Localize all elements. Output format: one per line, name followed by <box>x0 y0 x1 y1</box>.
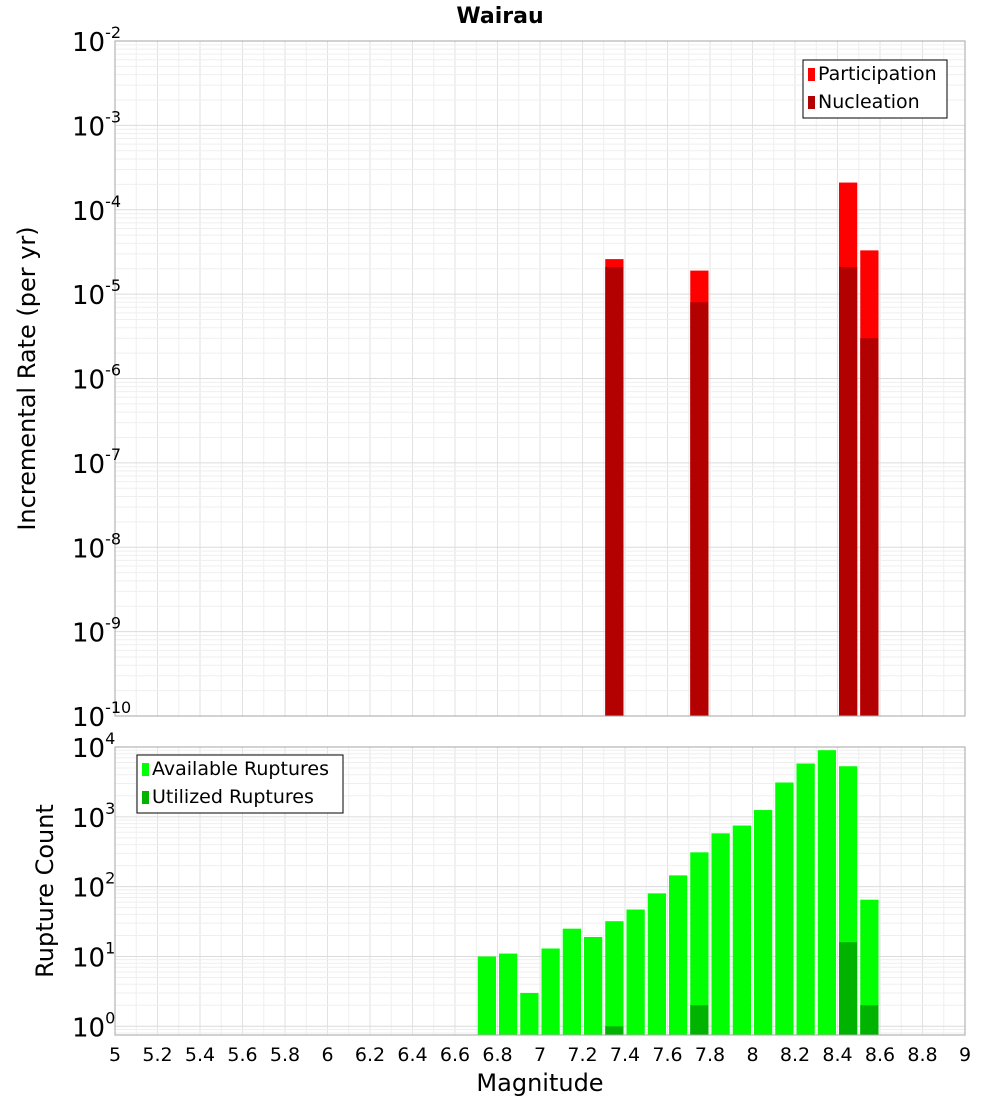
x-tick-label: 8.8 <box>907 1044 937 1066</box>
bar-available-ruptures <box>562 928 581 1035</box>
legend-box <box>802 59 948 119</box>
bar-overlay-nucleation <box>690 302 709 716</box>
x-tick-label: 6.2 <box>355 1044 385 1066</box>
bar-available-ruptures <box>711 833 730 1035</box>
rate-y-ticks: 10-2 10-3 10-4 10-5 10-6 10-7 10-8 10-9 10-10 <box>72 23 131 733</box>
y-tick-label: 10-6 <box>72 361 121 396</box>
rate-legend: Participation Nucleation <box>802 59 948 119</box>
count-plot-frame <box>114 746 966 1036</box>
bar-available-ruptures <box>520 992 539 1035</box>
x-tick-label: 7 <box>534 1044 546 1066</box>
bar-available-ruptures <box>860 899 879 1035</box>
x-tick-label: 6.8 <box>482 1044 512 1066</box>
x-tick-label: 5 <box>109 1044 121 1066</box>
legend-label-utilized-ruptures: Utilized Ruptures <box>152 786 314 808</box>
y-tick-label: 10-10 <box>72 698 131 733</box>
legend-box <box>136 754 344 814</box>
legend-swatch-nucleation <box>808 96 815 109</box>
bar-available-ruptures <box>626 909 645 1035</box>
x-tick-label: 8.6 <box>865 1044 895 1066</box>
chart-title: Wairau <box>456 4 543 29</box>
bar-available-ruptures <box>796 763 815 1035</box>
x-tick-label: 7.6 <box>652 1044 682 1066</box>
bar-overlay-utilized-ruptures <box>839 942 858 1035</box>
bar-available-ruptures <box>605 921 624 1035</box>
bar-available-ruptures <box>647 893 666 1035</box>
legend-label-nucleation: Nucleation <box>818 91 920 113</box>
rate-panel: 10-2 10-3 10-4 10-5 10-6 10-7 10-8 10-9 10-10 In… <box>13 23 966 733</box>
bar-overlay-nucleation <box>860 338 879 716</box>
x-tick-label: 7.4 <box>610 1044 640 1066</box>
count-bars <box>477 750 879 1035</box>
legend-label-participation: Participation <box>818 63 937 85</box>
bar-overlay-utilized-ruptures <box>690 1005 709 1035</box>
x-tick-label: 5.4 <box>185 1044 215 1066</box>
count-panel: 104 103 102 101 100 5 5.2 5.4 5.6 5.8 6 6.2 6.4 6.6 6… <box>31 729 971 1097</box>
bar-available-ruptures <box>754 810 773 1035</box>
x-tick-label: 7.2 <box>567 1044 597 1066</box>
x-tick-label: 7.8 <box>695 1044 725 1066</box>
x-tick-label: 9 <box>959 1044 971 1066</box>
x-tick-label: 6.4 <box>397 1044 427 1066</box>
x-tick-label: 8 <box>746 1044 758 1066</box>
x-tick-label: 5.6 <box>227 1044 257 1066</box>
count-y-ticks: 104 103 102 101 100 <box>72 729 115 1043</box>
bar-available-ruptures <box>732 825 751 1035</box>
bar-available-ruptures <box>477 956 496 1035</box>
bar-available-ruptures <box>690 852 709 1035</box>
x-tick-label: 8.2 <box>780 1044 810 1066</box>
rate-y-axis-label: Incremental Rate (per yr) <box>13 226 41 530</box>
bar-available-ruptures <box>817 750 836 1035</box>
legend-swatch-available-ruptures <box>142 763 149 776</box>
y-tick-label: 100 <box>72 1008 115 1043</box>
bar-overlay-nucleation <box>839 266 858 716</box>
y-tick-label: 10-2 <box>72 23 121 58</box>
legend-swatch-utilized-ruptures <box>142 791 149 804</box>
bar-available-ruptures <box>775 782 794 1035</box>
bar-available-ruptures <box>541 948 560 1035</box>
y-tick-label: 103 <box>72 799 115 834</box>
y-tick-label: 102 <box>72 869 115 904</box>
y-tick-label: 10-8 <box>72 529 121 564</box>
magnitude-x-ticks: 5 5.2 5.4 5.6 5.8 6 6.2 6.4 6.6 6.8 7 7.2 7.4 7.6 7.8 8… <box>109 1044 971 1066</box>
legend-label-available-ruptures: Available Ruptures <box>152 758 329 780</box>
rate-bars <box>605 182 879 717</box>
y-tick-label: 101 <box>72 938 115 973</box>
count-y-axis-label: Rupture Count <box>31 804 59 978</box>
x-tick-label: 6 <box>321 1044 333 1066</box>
bar-available-ruptures <box>669 875 688 1035</box>
rate-plot-frame <box>114 40 966 717</box>
y-tick-label: 10-9 <box>72 614 121 649</box>
bar-available-ruptures <box>499 953 518 1035</box>
bar-available-ruptures <box>584 936 603 1035</box>
bar-overlay-utilized-ruptures <box>860 1005 879 1035</box>
x-tick-label: 5.8 <box>270 1044 300 1066</box>
y-tick-label: 10-7 <box>72 445 121 480</box>
bar-overlay-utilized-ruptures <box>605 1026 624 1035</box>
magnitude-x-axis-label: Magnitude <box>476 1069 603 1097</box>
bar-overlay-nucleation <box>605 266 624 716</box>
y-tick-label: 104 <box>72 729 115 764</box>
x-tick-label: 8.4 <box>822 1044 852 1066</box>
x-tick-label: 5.2 <box>142 1044 172 1066</box>
rate-gridlines <box>114 40 966 717</box>
x-tick-label: 6.6 <box>440 1044 470 1066</box>
y-tick-label: 10-4 <box>72 192 121 227</box>
legend-swatch-participation <box>808 68 815 81</box>
y-tick-label: 10-5 <box>72 276 121 311</box>
y-tick-label: 10-3 <box>72 107 121 142</box>
count-legend: Available Ruptures Utilized Ruptures <box>136 754 344 814</box>
